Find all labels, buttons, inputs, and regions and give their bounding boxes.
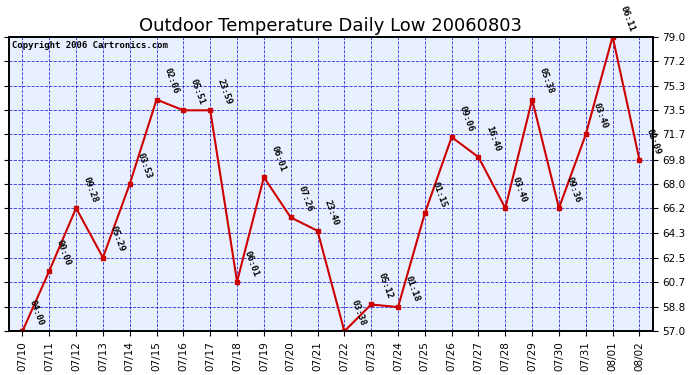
Text: 03:53: 03:53	[135, 152, 153, 180]
Text: 01:18: 01:18	[404, 274, 421, 303]
Text: 06:11: 06:11	[618, 4, 635, 33]
Text: Copyright 2006 Cartronics.com: Copyright 2006 Cartronics.com	[12, 41, 168, 50]
Text: 03:38: 03:38	[350, 299, 368, 327]
Text: 09:36: 09:36	[564, 176, 582, 204]
Text: 03:40: 03:40	[511, 176, 529, 204]
Text: 03:40: 03:40	[591, 102, 609, 130]
Title: Outdoor Temperature Daily Low 20060803: Outdoor Temperature Daily Low 20060803	[139, 17, 522, 35]
Text: 02:09: 02:09	[645, 128, 662, 156]
Text: 09:06: 09:06	[457, 105, 475, 133]
Text: 00:00: 00:00	[55, 238, 72, 267]
Text: 09:28: 09:28	[81, 176, 99, 204]
Text: 23:59: 23:59	[216, 78, 233, 106]
Text: 07:26: 07:26	[296, 185, 314, 213]
Text: 16:40: 16:40	[484, 124, 502, 153]
Text: 05:29: 05:29	[108, 225, 126, 254]
Text: 05:12: 05:12	[377, 272, 395, 300]
Text: 05:51: 05:51	[189, 78, 206, 106]
Text: 06:01: 06:01	[243, 249, 260, 278]
Text: 02:06: 02:06	[162, 67, 180, 95]
Text: 05:38: 05:38	[538, 67, 555, 95]
Text: 04:00: 04:00	[28, 299, 46, 327]
Text: 01:15: 01:15	[431, 181, 448, 209]
Text: 23:40: 23:40	[323, 198, 341, 226]
Text: 06:01: 06:01	[269, 145, 287, 173]
